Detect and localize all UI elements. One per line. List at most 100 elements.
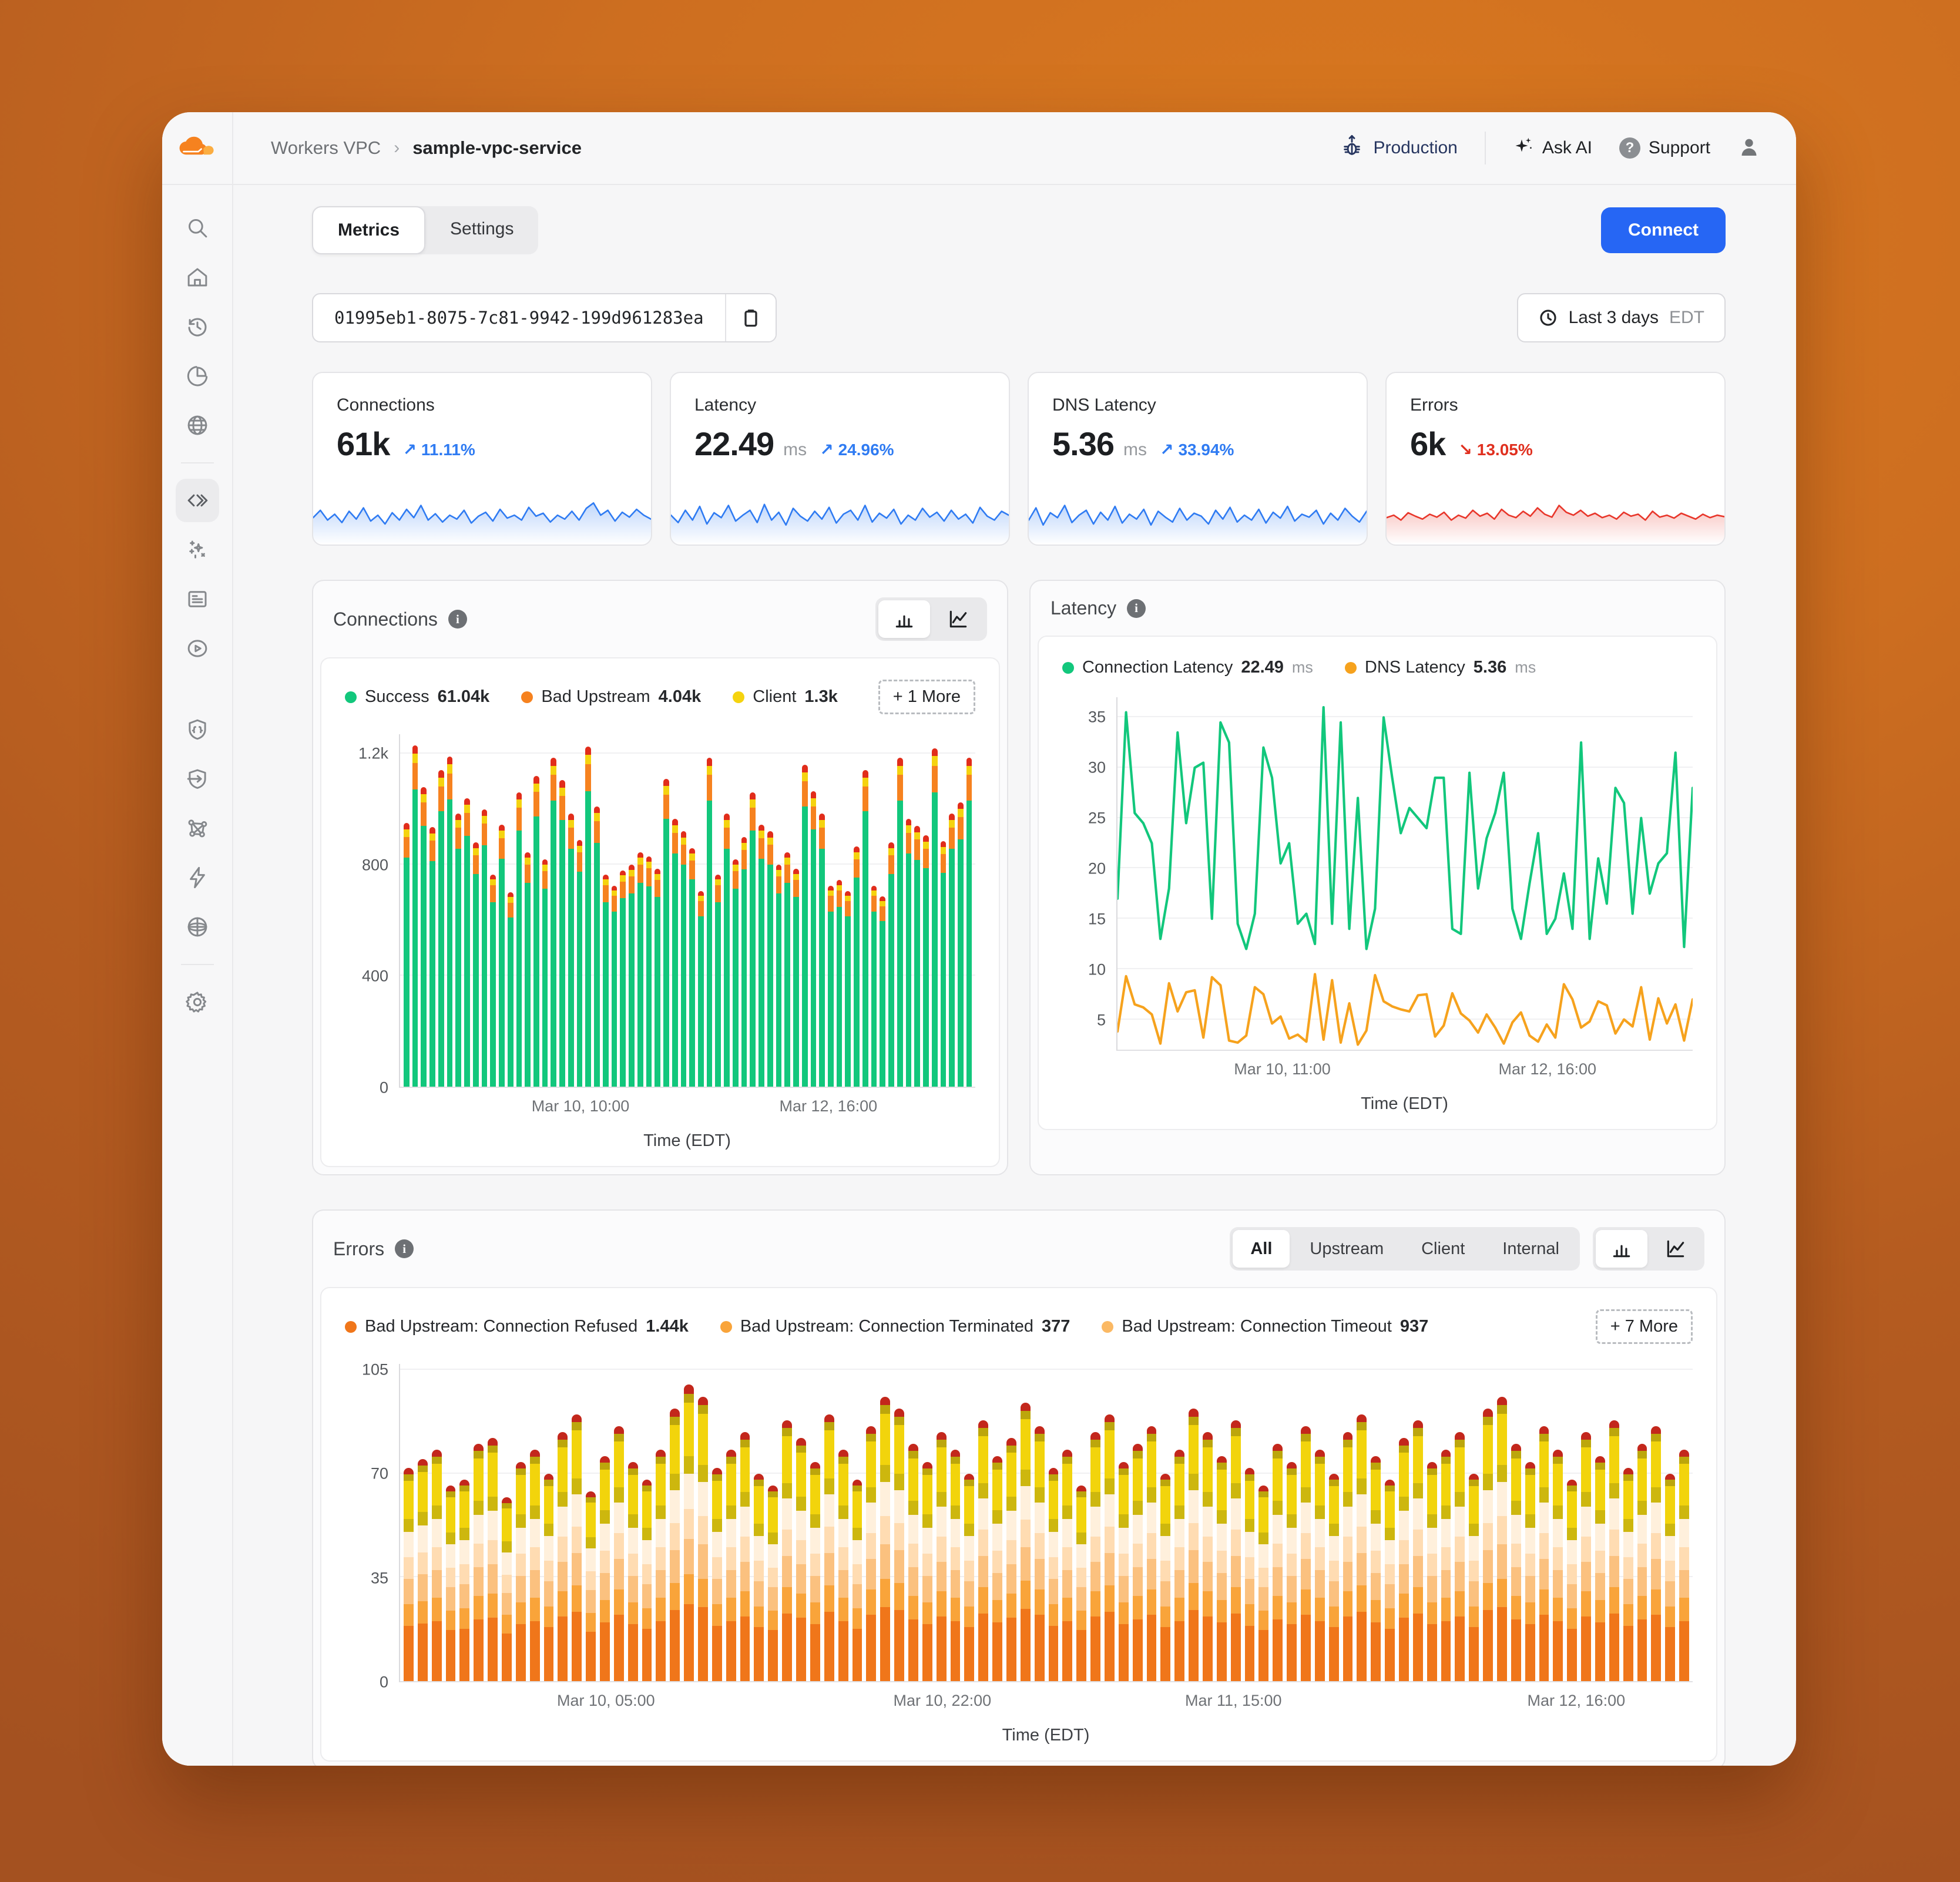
bar[interactable] bbox=[801, 765, 808, 1087]
bar[interactable] bbox=[1511, 1444, 1521, 1681]
bar[interactable] bbox=[620, 870, 626, 1087]
bar[interactable] bbox=[558, 1432, 568, 1681]
bar[interactable] bbox=[502, 1497, 512, 1681]
bar[interactable] bbox=[1301, 1426, 1311, 1681]
bar[interactable] bbox=[1020, 1402, 1031, 1681]
bar[interactable] bbox=[1665, 1473, 1676, 1681]
filter-client[interactable]: Client bbox=[1421, 1239, 1465, 1258]
bar[interactable] bbox=[515, 1461, 526, 1681]
bar[interactable] bbox=[1455, 1432, 1465, 1681]
bar[interactable] bbox=[490, 874, 496, 1087]
bar[interactable] bbox=[472, 842, 479, 1087]
cloudflare-logo-icon[interactable] bbox=[178, 134, 217, 163]
legend-item-terminated[interactable]: Bad Upstream: Connection Terminated 377 bbox=[720, 1317, 1070, 1336]
bar[interactable] bbox=[838, 1450, 848, 1681]
bar[interactable] bbox=[741, 836, 747, 1087]
sidebar-item-cdn[interactable] bbox=[176, 905, 219, 949]
bar[interactable] bbox=[1469, 1473, 1479, 1681]
legend-item-connection-latency[interactable]: Connection Latency 22.49 ms bbox=[1062, 658, 1313, 677]
user-avatar[interactable] bbox=[1737, 135, 1761, 162]
bar[interactable] bbox=[1567, 1479, 1578, 1681]
bar[interactable] bbox=[768, 1485, 778, 1681]
sidebar-item-speed[interactable] bbox=[176, 856, 219, 899]
bar[interactable] bbox=[698, 1396, 708, 1681]
tab-settings[interactable]: Settings bbox=[450, 219, 514, 238]
bar[interactable] bbox=[1441, 1450, 1451, 1681]
sidebar-item-workers-selected[interactable] bbox=[175, 479, 219, 522]
bar[interactable] bbox=[464, 798, 470, 1087]
bar[interactable] bbox=[627, 1461, 638, 1681]
bar[interactable] bbox=[672, 819, 678, 1087]
support-button[interactable]: ? Support bbox=[1619, 137, 1710, 159]
bar[interactable] bbox=[656, 1450, 666, 1681]
bar[interactable] bbox=[429, 827, 435, 1087]
legend-item-refused[interactable]: Bad Upstream: Connection Refused 1.44k bbox=[345, 1317, 689, 1336]
bar[interactable] bbox=[412, 745, 418, 1087]
line-series[interactable] bbox=[1117, 697, 1693, 1050]
bar[interactable] bbox=[706, 758, 713, 1087]
bar[interactable] bbox=[1525, 1461, 1535, 1681]
bar[interactable] bbox=[782, 1420, 793, 1681]
bar[interactable] bbox=[871, 885, 877, 1087]
bar[interactable] bbox=[908, 1444, 918, 1681]
bar[interactable] bbox=[880, 896, 886, 1087]
stat-card-errors[interactable]: Errors 6k ↘ 13.05% bbox=[1385, 372, 1726, 546]
bar[interactable] bbox=[964, 1473, 975, 1681]
bar[interactable] bbox=[1244, 1467, 1255, 1681]
bar-chart-toggle[interactable] bbox=[878, 600, 930, 638]
bar[interactable] bbox=[754, 1473, 764, 1681]
bar[interactable] bbox=[488, 1438, 498, 1681]
bar[interactable] bbox=[455, 813, 462, 1087]
breadcrumb-section[interactable]: Workers VPC bbox=[271, 137, 381, 158]
bar[interactable] bbox=[810, 791, 817, 1087]
sidebar-item-home[interactable] bbox=[176, 256, 219, 299]
bar[interactable] bbox=[1189, 1408, 1199, 1681]
bar[interactable] bbox=[1651, 1426, 1662, 1681]
bar[interactable] bbox=[680, 831, 687, 1087]
bar[interactable] bbox=[529, 1450, 540, 1681]
tab-metrics[interactable]: Metrics bbox=[312, 206, 426, 254]
sidebar-item-access[interactable] bbox=[176, 757, 219, 801]
bar[interactable] bbox=[796, 1438, 806, 1681]
bar[interactable] bbox=[684, 1384, 694, 1681]
bar[interactable] bbox=[481, 809, 488, 1087]
environment-selector[interactable]: Production bbox=[1340, 134, 1458, 162]
bar[interactable] bbox=[854, 846, 860, 1087]
bar[interactable] bbox=[637, 852, 643, 1087]
bar[interactable] bbox=[516, 792, 522, 1087]
bar[interactable] bbox=[543, 1473, 554, 1681]
bar[interactable] bbox=[958, 802, 964, 1087]
bar[interactable] bbox=[1623, 1467, 1633, 1681]
sidebar-item-search[interactable] bbox=[176, 206, 219, 250]
bar[interactable] bbox=[445, 1485, 456, 1681]
bar[interactable] bbox=[940, 841, 947, 1087]
copy-id-button[interactable] bbox=[724, 294, 776, 341]
legend-item-bad-upstream[interactable]: Bad Upstream 4.04k bbox=[521, 687, 701, 707]
bar[interactable] bbox=[852, 1479, 862, 1681]
bar-chart-toggle[interactable] bbox=[1596, 1230, 1647, 1268]
bar[interactable] bbox=[724, 813, 730, 1087]
sidebar-item-docs[interactable] bbox=[176, 577, 219, 621]
bar[interactable] bbox=[726, 1450, 736, 1681]
filter-upstream[interactable]: Upstream bbox=[1310, 1239, 1384, 1258]
info-icon[interactable]: i bbox=[448, 610, 467, 629]
bar[interactable] bbox=[1160, 1473, 1171, 1681]
bar[interactable] bbox=[1104, 1414, 1115, 1681]
line-chart-toggle[interactable] bbox=[1650, 1230, 1701, 1268]
bar[interactable] bbox=[845, 890, 851, 1087]
bar[interactable] bbox=[1090, 1432, 1100, 1681]
bar[interactable] bbox=[1048, 1467, 1059, 1681]
bar[interactable] bbox=[1062, 1450, 1073, 1681]
bar[interactable] bbox=[905, 819, 912, 1087]
bar[interactable] bbox=[1034, 1426, 1045, 1681]
bar[interactable] bbox=[914, 825, 921, 1087]
bar[interactable] bbox=[697, 890, 704, 1087]
plot-area[interactable] bbox=[1116, 697, 1693, 1051]
bar[interactable] bbox=[1483, 1408, 1494, 1681]
ask-ai-button[interactable]: Ask AI bbox=[1513, 135, 1592, 161]
sidebar-item-analytics[interactable] bbox=[176, 354, 219, 398]
bar[interactable] bbox=[880, 1396, 891, 1681]
bar[interactable] bbox=[1076, 1485, 1087, 1681]
bar[interactable] bbox=[421, 787, 427, 1087]
bar[interactable] bbox=[646, 856, 652, 1087]
